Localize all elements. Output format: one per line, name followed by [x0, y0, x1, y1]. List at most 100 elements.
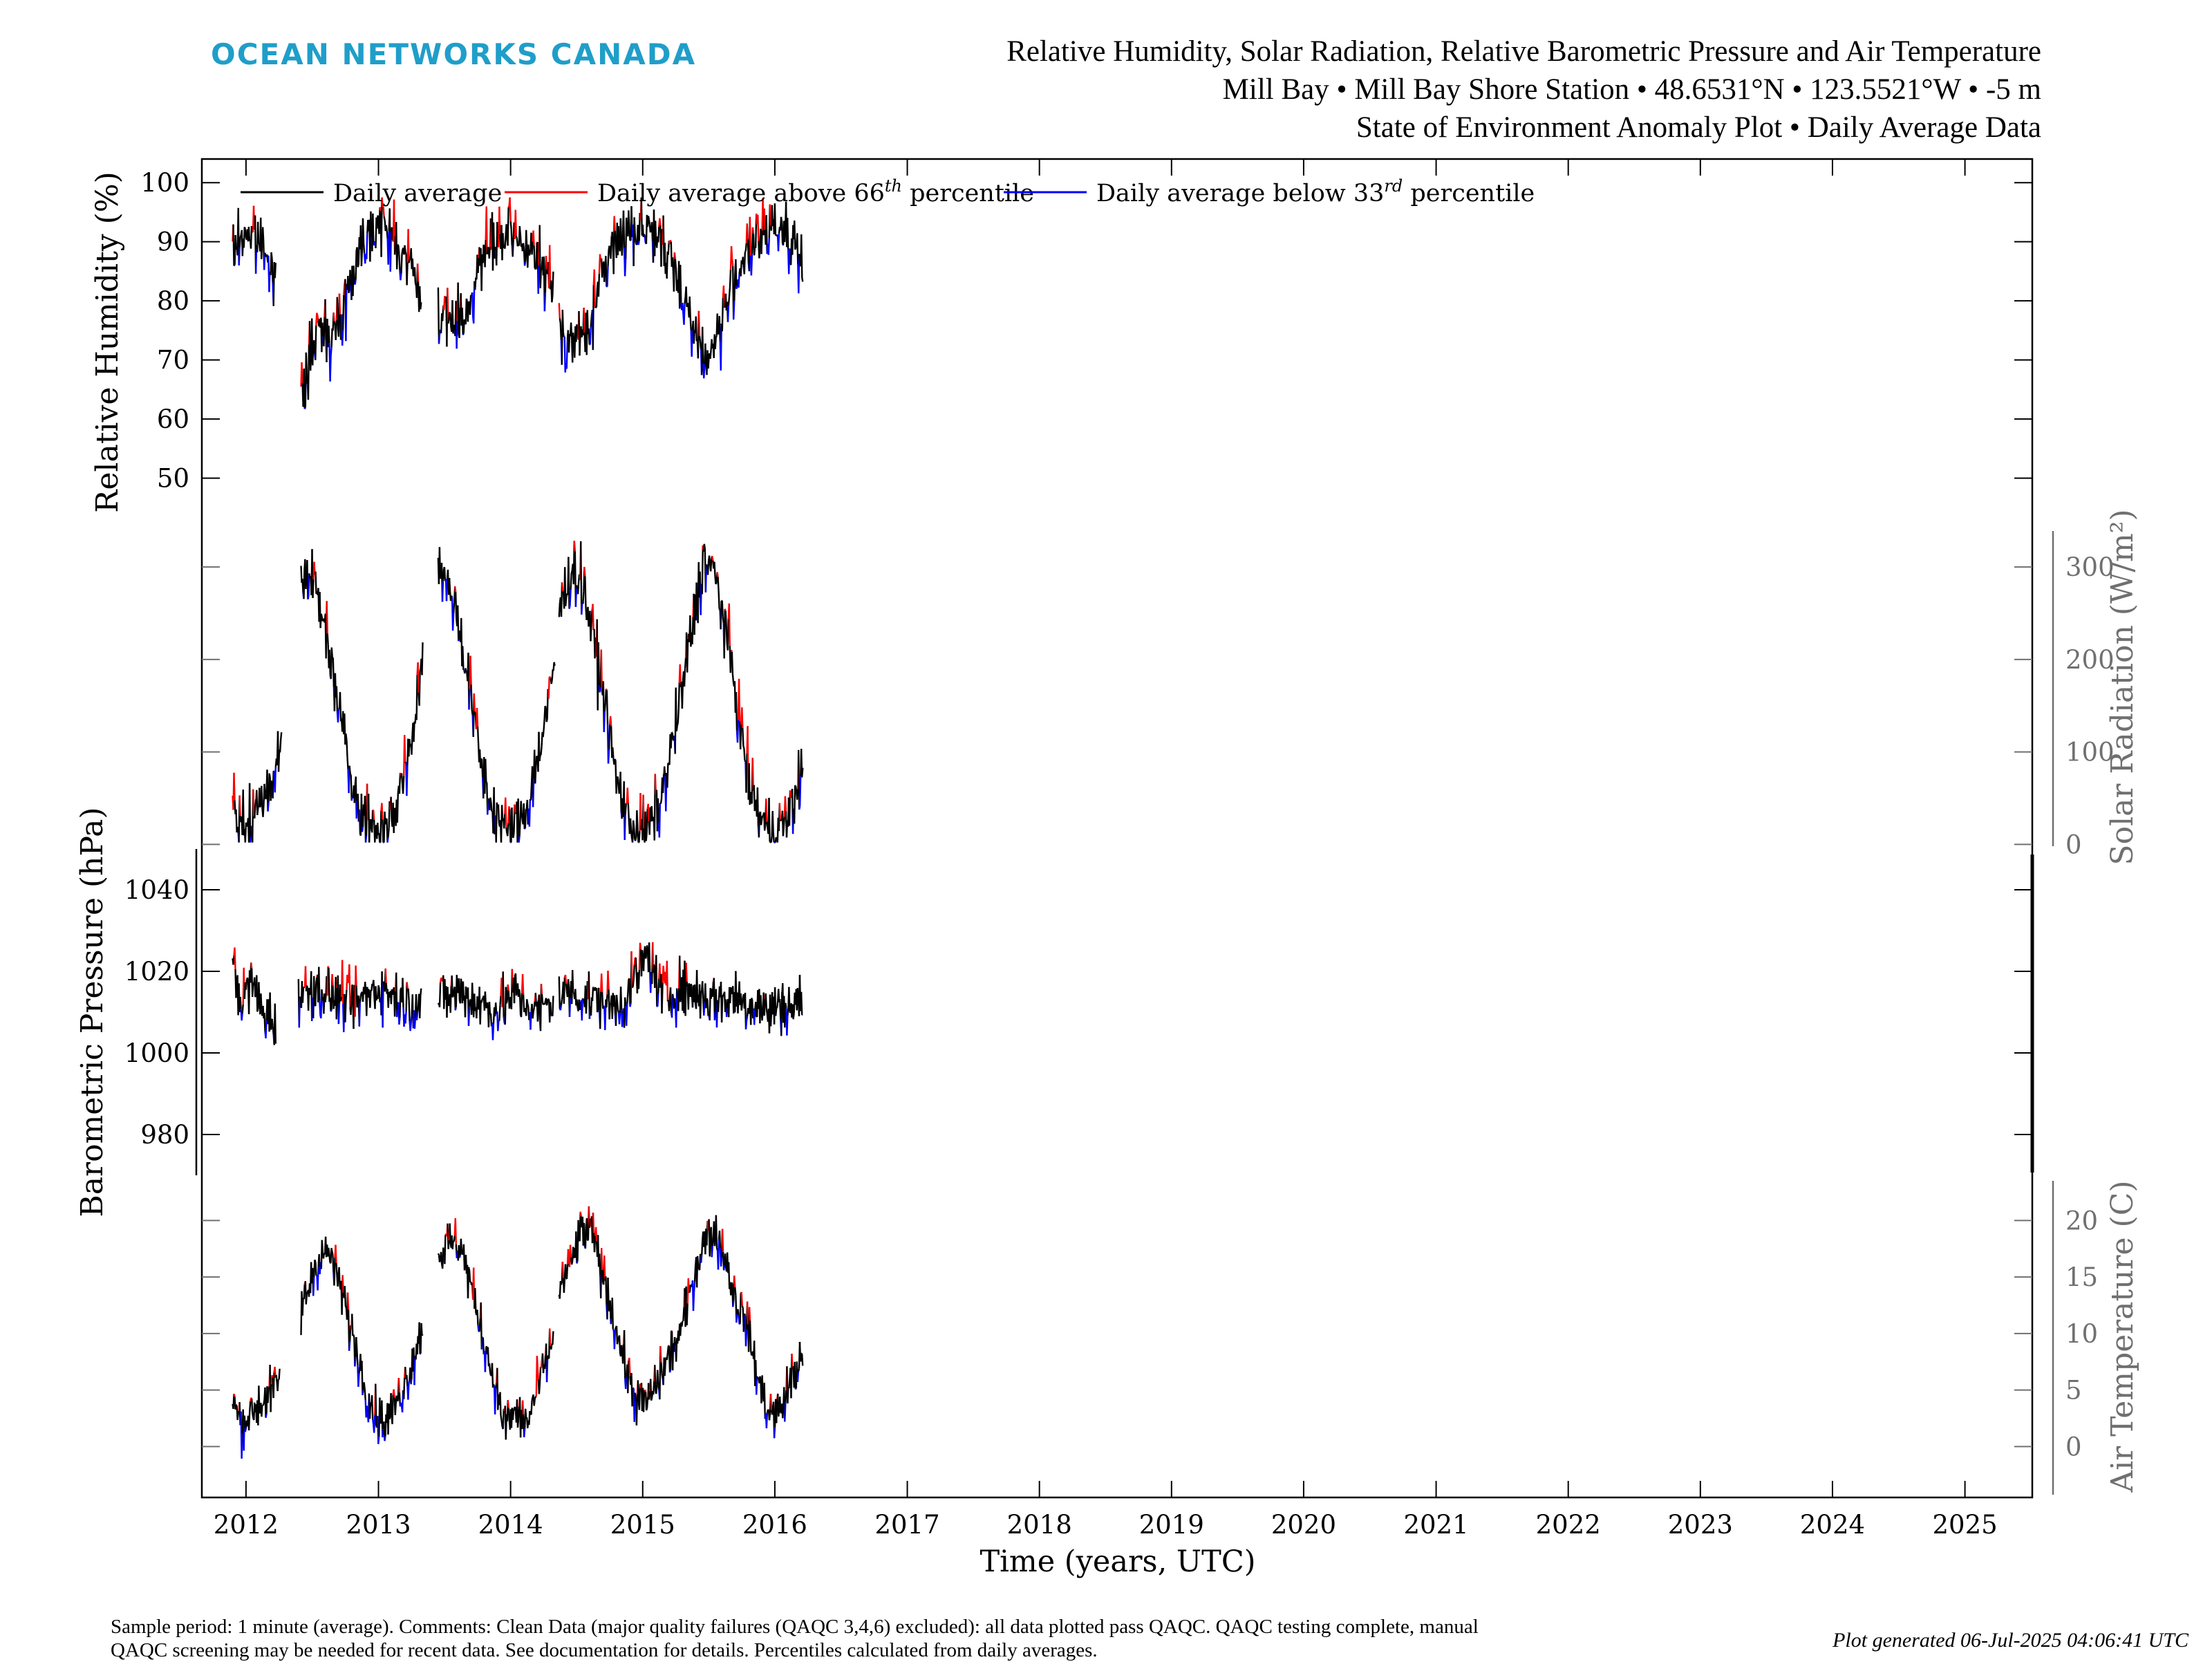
trace-3-3 — [584, 1223, 585, 1246]
trace-3-3 — [687, 1304, 688, 1325]
trace-2-2 — [485, 991, 486, 1007]
trace-3-1 — [380, 1421, 381, 1423]
plot-generated-timestamp: Plot generated 06-Jul-2025 04:06:41 UTC — [1833, 1629, 2188, 1652]
trace-2-3 — [762, 1011, 763, 1020]
trace-1-3 — [729, 604, 730, 646]
trace-3-3 — [665, 1360, 666, 1376]
trace-3-3 — [656, 1385, 657, 1394]
trace-2-2 — [552, 996, 553, 1016]
trace-1-2 — [521, 801, 522, 813]
trace-3-1 — [313, 1277, 314, 1296]
trace-1-3 — [766, 799, 767, 821]
trace-1-3 — [591, 624, 592, 641]
trace-3-2 — [489, 1363, 490, 1372]
trace-1-2 — [496, 803, 497, 843]
trace-1-1 — [340, 692, 341, 721]
y-tick-label: 70 — [157, 346, 189, 375]
x-tick-label: 2017 — [874, 1510, 939, 1540]
trace-3-3 — [683, 1307, 684, 1321]
trace-1-2 — [515, 805, 516, 814]
trace-2-2 — [466, 987, 467, 998]
trace-1-3 — [587, 616, 588, 620]
trace-0-3 — [604, 268, 605, 282]
trace-2-3 — [582, 998, 583, 1020]
trace-0-1 — [386, 225, 387, 231]
trace-0-3 — [591, 317, 592, 327]
trace-3-2 — [529, 1411, 530, 1413]
trace-0-2 — [495, 247, 496, 250]
trace-1-3 — [604, 711, 605, 732]
trace-1-3 — [609, 725, 610, 750]
trace-0-1 — [315, 326, 316, 360]
trace-2-3 — [785, 1003, 786, 1009]
trace-1-3 — [659, 803, 660, 838]
trace-2-1 — [420, 989, 421, 996]
trace-3-2 — [508, 1400, 509, 1408]
trace-0-2 — [470, 295, 471, 315]
trace-0-0 — [240, 237, 241, 247]
trace-3-1 — [395, 1404, 396, 1415]
trace-0-1 — [409, 259, 410, 263]
trace-0-1 — [413, 275, 414, 277]
trace-1-3 — [633, 821, 634, 828]
trace-3-3 — [645, 1390, 646, 1392]
trace-3-3 — [602, 1270, 603, 1282]
trace-2-3 — [619, 1013, 620, 1025]
trace-3-1 — [375, 1384, 376, 1426]
trace-1-0 — [250, 837, 251, 843]
trace-1-3 — [723, 617, 724, 624]
trace-0-1 — [304, 368, 305, 409]
trace-2-2 — [452, 975, 453, 998]
trace-1-3 — [739, 679, 740, 721]
trace-1-2 — [504, 814, 505, 828]
trace-1-2 — [531, 785, 532, 800]
trace-3-0 — [268, 1390, 269, 1403]
trace-2-3 — [559, 976, 560, 1009]
trace-3-3 — [660, 1346, 661, 1362]
trace-0-2 — [472, 292, 473, 317]
trace-3-0 — [238, 1410, 239, 1414]
trace-0-3 — [799, 254, 800, 263]
trace-3-2 — [537, 1356, 538, 1370]
trace-0-3 — [659, 218, 660, 225]
trace-3-3 — [762, 1375, 763, 1394]
y-tick-label: 1040 — [124, 875, 189, 905]
trace-0-3 — [722, 298, 723, 331]
trace-0-3 — [675, 259, 676, 269]
trace-3-3 — [782, 1407, 783, 1418]
trace-3-2 — [541, 1358, 542, 1367]
trace-3-2 — [525, 1409, 526, 1418]
trace-0-2 — [541, 268, 542, 270]
trace-3-1 — [339, 1267, 340, 1287]
y-tick-label: 1020 — [124, 957, 189, 987]
trace-1-1 — [316, 572, 317, 594]
trace-0-1 — [373, 243, 374, 245]
trace-3-3 — [717, 1248, 718, 1250]
trace-3-3 — [653, 1381, 654, 1394]
trace-3-1 — [359, 1366, 360, 1373]
trace-1-3 — [784, 816, 785, 827]
trace-0-3 — [759, 244, 760, 258]
trace-2-3 — [606, 995, 607, 1008]
trace-0-3 — [699, 311, 700, 336]
trace-0-3 — [770, 205, 771, 226]
trace-1-3 — [658, 799, 659, 823]
trace-1-3 — [682, 681, 683, 709]
trace-3-3 — [697, 1256, 698, 1266]
trace-2-1 — [399, 1018, 400, 1025]
trace-2-2 — [500, 996, 501, 1005]
trace-3-2 — [438, 1253, 439, 1255]
trace-0-3 — [718, 333, 719, 335]
trace-0-1 — [407, 262, 408, 285]
trace-3-0 — [272, 1375, 273, 1377]
trace-3-2 — [535, 1397, 536, 1399]
trace-2-3 — [776, 1008, 777, 1009]
trace-1-3 — [618, 776, 619, 781]
trace-3-1 — [304, 1285, 305, 1299]
trace-1-3 — [776, 837, 777, 839]
trace-2-2 — [457, 975, 458, 987]
trace-3-1 — [406, 1375, 407, 1386]
trace-1-2 — [545, 706, 546, 707]
trace-3-3 — [756, 1376, 757, 1394]
trace-2-3 — [626, 1005, 627, 1026]
